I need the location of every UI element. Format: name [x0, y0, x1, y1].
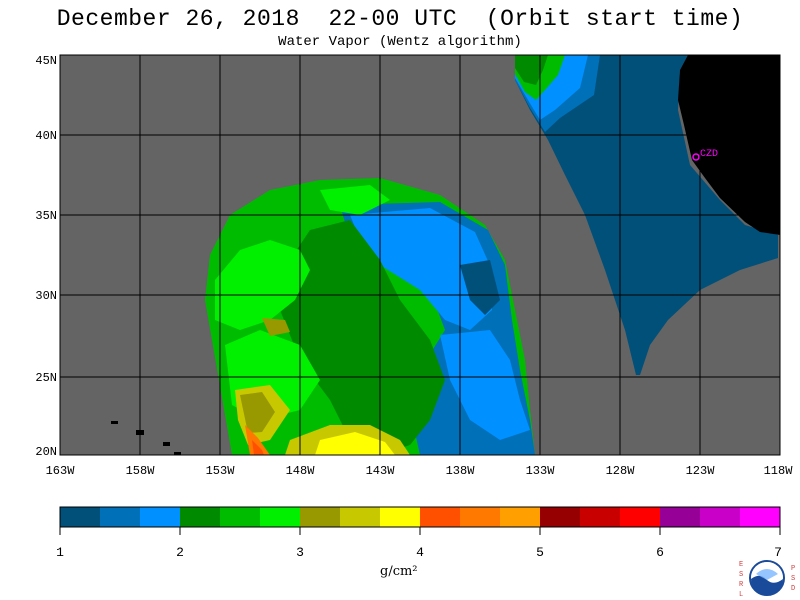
logo-letter: R — [739, 581, 744, 589]
colorbar-segment — [460, 507, 501, 527]
colorbar-segment — [100, 507, 141, 527]
logo-letter: L — [739, 591, 743, 599]
lat-label: 20N — [35, 445, 57, 459]
logo-letter: E — [739, 561, 743, 569]
colorbar-segment — [140, 507, 181, 527]
land-mass — [678, 55, 780, 235]
colorbar-segment — [220, 507, 261, 527]
logo-letter: S — [791, 575, 795, 583]
lat-labels: 45N 40N 35N 30N 25N 20N — [35, 54, 57, 459]
colorbar-ticks — [59, 527, 781, 535]
colorbar-segment — [60, 507, 101, 527]
colorbar-tick-label: 2 — [176, 545, 184, 560]
colorbar-tick-label: 3 — [296, 545, 304, 560]
lon-label: 118W — [764, 464, 794, 478]
colorbar-tick-label: 5 — [536, 545, 544, 560]
colorbar-segment — [260, 507, 301, 527]
map-grid — [60, 55, 780, 455]
colorbar-segment — [380, 507, 421, 527]
colorbar-segment — [500, 507, 541, 527]
map-border — [59, 54, 781, 456]
colorbar-segment — [540, 507, 581, 527]
colorbar-segment — [660, 507, 701, 527]
colorbar-segment — [340, 507, 381, 527]
lon-label: 138W — [446, 464, 476, 478]
lat-label: 25N — [35, 371, 57, 385]
lon-label: 143W — [366, 464, 396, 478]
lon-label: 163W — [46, 464, 76, 478]
station-label: CZD — [700, 149, 718, 160]
colorbar-segment — [620, 507, 661, 527]
colorbar-segment — [700, 507, 741, 527]
map-title: December 26, 2018 22-00 UTC (Orbit start… — [56, 6, 744, 32]
colorbar — [60, 507, 781, 527]
central-swath — [205, 178, 535, 455]
colorbar-segment — [180, 507, 221, 527]
colorbar-segment — [580, 507, 621, 527]
colorbar-segment — [740, 507, 781, 527]
lon-label: 158W — [126, 464, 156, 478]
noaa-logo: E S R L P S D — [739, 560, 795, 599]
lon-labels: 163W 158W 153W 148W 143W 138W 133W 128W … — [46, 464, 794, 478]
colorbar-tick-label: 6 — [656, 545, 664, 560]
map-panel: CZD — [60, 55, 780, 455]
colorbar-labels: 1 2 3 4 5 6 7 — [56, 545, 782, 560]
lon-label: 148W — [286, 464, 316, 478]
lon-label: 128W — [606, 464, 636, 478]
logo-letter: S — [739, 571, 743, 579]
colorbar-tick-label: 1 — [56, 545, 64, 560]
lon-label: 123W — [686, 464, 716, 478]
colorbar-tick-label: 7 — [774, 545, 782, 560]
station-marker: CZD — [692, 149, 718, 161]
lat-label: 40N — [35, 129, 57, 143]
logo-letter: P — [791, 565, 795, 573]
lat-label: 35N — [35, 209, 57, 223]
map-subtitle: Water Vapor (Wentz algorithm) — [278, 34, 522, 50]
lon-label: 153W — [206, 464, 236, 478]
colorbar-unit: g/cm² — [380, 564, 418, 579]
lon-label: 133W — [526, 464, 556, 478]
lat-label: 30N — [35, 289, 57, 303]
logo-letter: D — [791, 585, 795, 593]
colorbar-segment — [420, 507, 461, 527]
colorbar-segment — [300, 507, 341, 527]
colorbar-tick-label: 4 — [416, 545, 424, 560]
lat-label: 45N — [35, 54, 57, 68]
